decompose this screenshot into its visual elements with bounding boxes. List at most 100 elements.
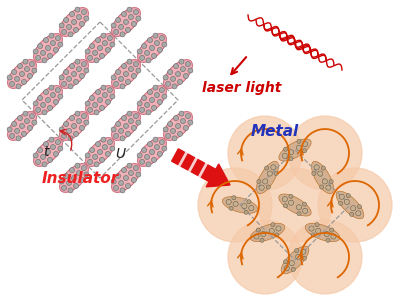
Circle shape <box>288 220 362 294</box>
Circle shape <box>118 180 124 185</box>
Circle shape <box>284 204 288 208</box>
Circle shape <box>111 179 116 184</box>
Circle shape <box>140 55 145 60</box>
Circle shape <box>58 42 63 47</box>
Ellipse shape <box>112 7 140 36</box>
Circle shape <box>188 68 193 73</box>
Circle shape <box>344 199 349 205</box>
Circle shape <box>163 75 168 80</box>
Circle shape <box>111 127 116 132</box>
Circle shape <box>318 171 323 176</box>
Circle shape <box>116 121 121 126</box>
Circle shape <box>232 196 236 200</box>
Circle shape <box>150 150 154 155</box>
Circle shape <box>20 71 24 77</box>
Circle shape <box>101 33 106 38</box>
Circle shape <box>118 25 124 30</box>
Circle shape <box>258 168 332 242</box>
Circle shape <box>254 234 259 239</box>
Circle shape <box>168 69 173 74</box>
Circle shape <box>282 153 288 158</box>
Circle shape <box>124 71 128 77</box>
Circle shape <box>288 116 362 190</box>
Circle shape <box>271 223 275 227</box>
Circle shape <box>302 208 308 213</box>
Circle shape <box>314 165 319 170</box>
Circle shape <box>76 15 82 19</box>
Circle shape <box>72 71 76 77</box>
Circle shape <box>62 133 67 138</box>
Ellipse shape <box>86 33 114 62</box>
Circle shape <box>146 58 151 63</box>
Circle shape <box>76 170 82 176</box>
Circle shape <box>68 136 73 141</box>
Circle shape <box>70 12 74 17</box>
Ellipse shape <box>138 86 166 115</box>
Circle shape <box>50 41 56 45</box>
Circle shape <box>7 75 12 80</box>
Circle shape <box>296 254 301 260</box>
Circle shape <box>81 62 86 67</box>
Circle shape <box>84 120 89 125</box>
Circle shape <box>100 106 104 110</box>
Circle shape <box>66 77 72 81</box>
Circle shape <box>42 162 47 167</box>
Circle shape <box>74 28 78 32</box>
Circle shape <box>271 165 276 170</box>
Circle shape <box>133 62 138 67</box>
Circle shape <box>50 144 56 150</box>
Circle shape <box>131 74 136 79</box>
Circle shape <box>180 118 186 123</box>
Circle shape <box>14 129 20 133</box>
Circle shape <box>29 62 34 67</box>
Circle shape <box>320 185 324 189</box>
Circle shape <box>120 32 125 37</box>
Circle shape <box>18 115 22 120</box>
Circle shape <box>174 115 178 120</box>
Circle shape <box>122 167 126 173</box>
Circle shape <box>302 256 306 260</box>
Circle shape <box>152 106 156 110</box>
Circle shape <box>124 19 128 25</box>
Circle shape <box>90 95 95 100</box>
Circle shape <box>226 199 231 205</box>
Circle shape <box>260 238 264 242</box>
Circle shape <box>36 107 41 112</box>
Circle shape <box>128 118 134 123</box>
Circle shape <box>18 64 22 68</box>
Circle shape <box>131 178 136 182</box>
Circle shape <box>229 206 233 210</box>
Circle shape <box>10 133 15 138</box>
Circle shape <box>94 110 99 115</box>
Circle shape <box>120 188 125 193</box>
Circle shape <box>23 59 28 64</box>
Circle shape <box>33 49 38 54</box>
Circle shape <box>16 84 21 89</box>
Circle shape <box>142 95 147 100</box>
Circle shape <box>127 163 132 168</box>
Circle shape <box>172 136 177 141</box>
Circle shape <box>284 266 289 271</box>
Circle shape <box>249 205 254 210</box>
Circle shape <box>12 121 17 126</box>
Circle shape <box>185 62 190 67</box>
Circle shape <box>289 194 293 199</box>
Circle shape <box>326 185 331 190</box>
Circle shape <box>318 168 392 242</box>
Circle shape <box>288 150 294 155</box>
Circle shape <box>288 200 294 205</box>
Circle shape <box>339 194 344 199</box>
Circle shape <box>159 140 164 145</box>
Circle shape <box>296 205 302 210</box>
Circle shape <box>105 152 110 156</box>
Circle shape <box>75 111 80 116</box>
Circle shape <box>322 179 327 184</box>
Circle shape <box>150 45 154 51</box>
Circle shape <box>126 28 130 32</box>
Circle shape <box>59 127 64 132</box>
Circle shape <box>114 81 119 86</box>
Circle shape <box>269 228 274 234</box>
Ellipse shape <box>250 223 285 242</box>
Circle shape <box>100 157 104 162</box>
Circle shape <box>40 154 46 159</box>
